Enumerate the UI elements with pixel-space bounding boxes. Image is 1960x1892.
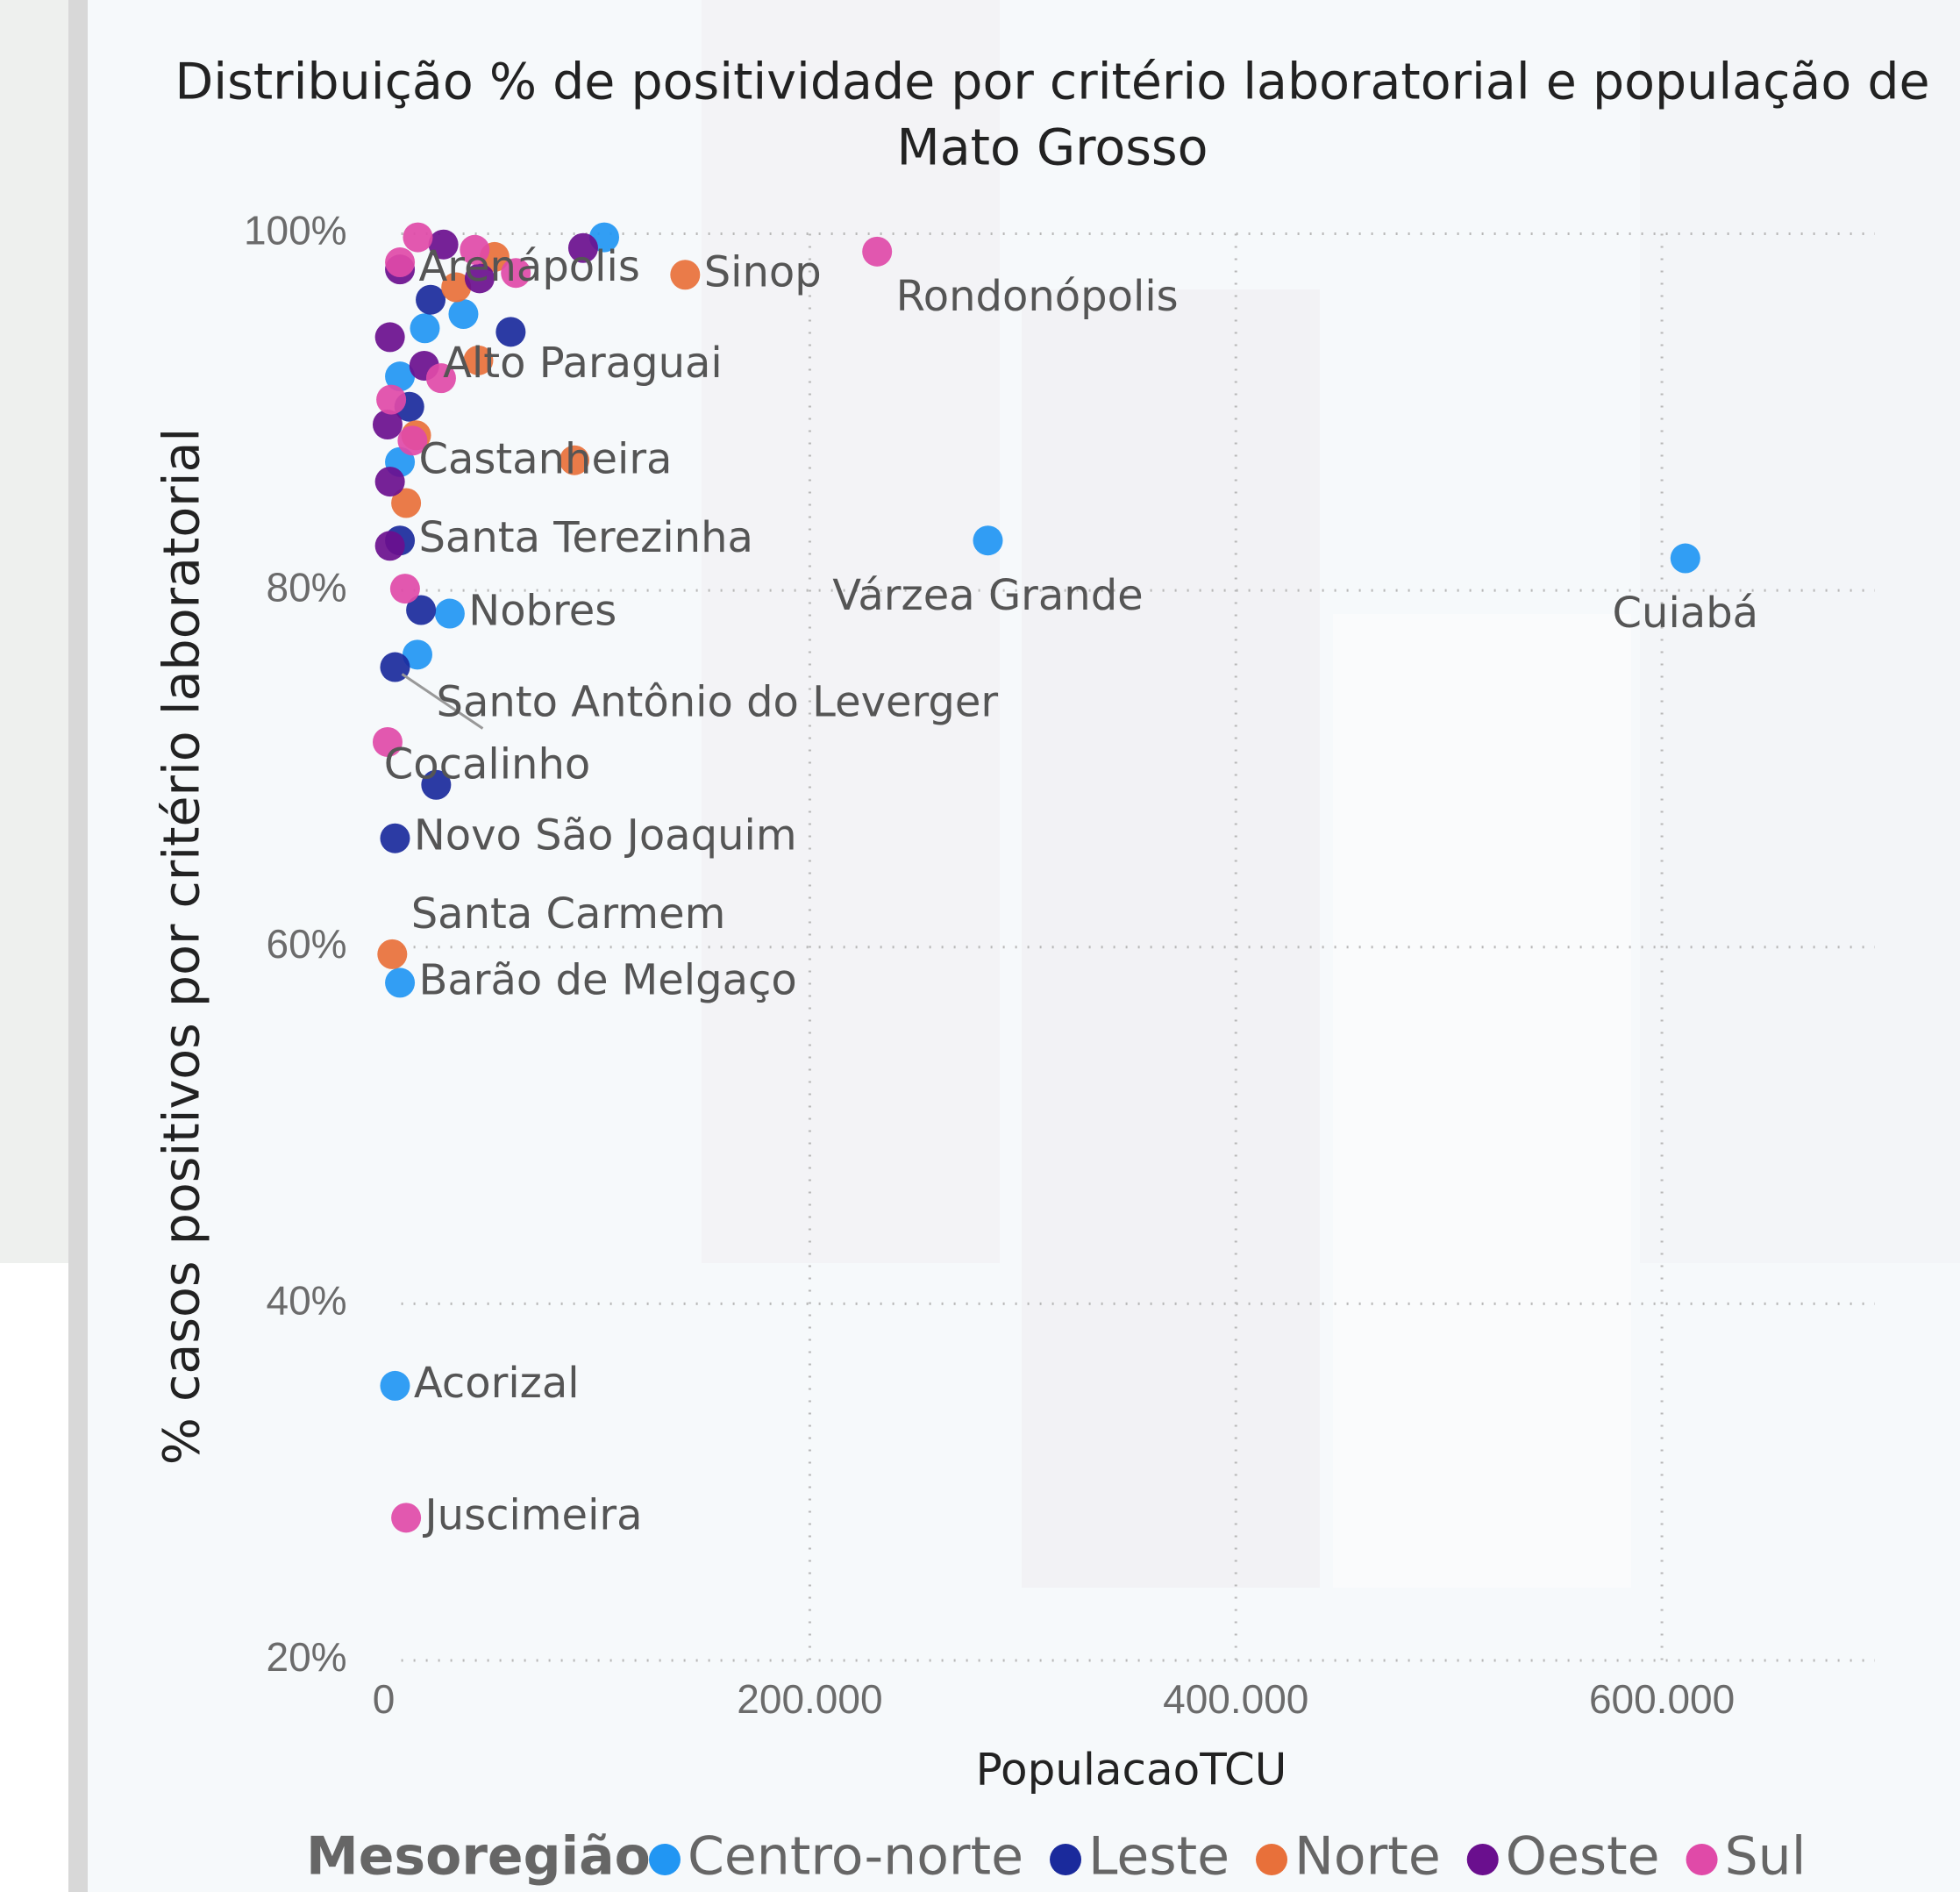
bg-block bbox=[1022, 289, 1320, 1588]
grid: 20% 40% 60% 80% 100% 0 200.000 400.000 600.000 bbox=[244, 208, 1875, 1722]
point bbox=[448, 298, 479, 329]
point bbox=[559, 445, 590, 475]
point-label: Cocalinho bbox=[384, 739, 591, 789]
point bbox=[434, 598, 465, 629]
legend-title: Mesoregião bbox=[306, 1826, 651, 1888]
x-tick-label: 600.000 bbox=[1589, 1676, 1735, 1722]
y-tick-label: 40% bbox=[267, 1278, 347, 1324]
y-tick-label: 20% bbox=[267, 1634, 347, 1680]
panel-shadow bbox=[68, 0, 88, 1892]
point bbox=[495, 317, 526, 347]
legend-label: Centro-norte bbox=[688, 1826, 1023, 1888]
point bbox=[421, 769, 452, 800]
point bbox=[425, 363, 456, 394]
marks bbox=[372, 222, 1700, 1533]
point bbox=[377, 939, 408, 969]
point bbox=[403, 222, 433, 253]
point-label: Barão de Melgaço bbox=[418, 955, 796, 1004]
point bbox=[567, 232, 598, 263]
point bbox=[973, 525, 1003, 556]
point bbox=[391, 1503, 422, 1533]
legend-marker bbox=[1466, 1844, 1499, 1875]
point bbox=[464, 263, 495, 294]
point bbox=[372, 410, 403, 440]
point bbox=[374, 531, 405, 561]
y-tick-label: 60% bbox=[267, 921, 347, 967]
point bbox=[374, 322, 405, 353]
legend-marker bbox=[1686, 1844, 1718, 1875]
point bbox=[380, 1370, 410, 1401]
y-tick-label: 100% bbox=[244, 208, 347, 253]
x-tick-label: 400.000 bbox=[1163, 1676, 1308, 1722]
bg-block bbox=[702, 0, 1000, 1263]
chart-title: Mato Grosso bbox=[897, 119, 1208, 177]
point bbox=[385, 361, 416, 392]
x-tick-label: 200.000 bbox=[737, 1676, 882, 1722]
point bbox=[862, 236, 893, 267]
bg-block bbox=[1640, 0, 1960, 1263]
point-label: Juscimeira bbox=[422, 1490, 642, 1539]
point-label: Santa Terezinha bbox=[418, 513, 753, 562]
point bbox=[1670, 543, 1700, 574]
point bbox=[416, 284, 446, 315]
point bbox=[428, 229, 459, 260]
legend: Centro-norte Leste Norte Oeste Sul bbox=[649, 1826, 1806, 1888]
point-label: Santo Antônio do Leverger bbox=[437, 677, 999, 726]
legend-marker bbox=[1256, 1844, 1288, 1875]
point-label: Cuiabá bbox=[1613, 589, 1759, 638]
point-label: Várzea Grande bbox=[832, 571, 1143, 620]
map-edge bbox=[0, 0, 68, 1263]
point bbox=[397, 425, 428, 456]
point-label: Sinop bbox=[704, 247, 822, 296]
legend-marker bbox=[1050, 1844, 1082, 1875]
point bbox=[374, 467, 405, 497]
legend-marker bbox=[649, 1844, 681, 1875]
point bbox=[463, 345, 494, 375]
point bbox=[385, 967, 416, 998]
bg-block bbox=[1333, 614, 1631, 1588]
legend-label: Sul bbox=[1725, 1826, 1807, 1888]
point bbox=[410, 313, 440, 344]
point bbox=[441, 272, 472, 303]
point-label: Novo São Joaquim bbox=[414, 811, 797, 860]
point bbox=[380, 823, 410, 853]
point-labels: Cuiabá Várzea Grande Castanheira Nobres Barã… bbox=[384, 242, 1758, 1539]
y-axis-label: % casos positivos por critério laborator… bbox=[153, 428, 211, 1465]
point bbox=[406, 595, 437, 625]
point-label: Alto Paraguai bbox=[443, 339, 723, 388]
point bbox=[391, 488, 422, 518]
legend-label: Leste bbox=[1088, 1826, 1229, 1888]
y-tick-label: 80% bbox=[267, 564, 347, 610]
point bbox=[670, 260, 701, 290]
point bbox=[402, 639, 432, 670]
point bbox=[389, 574, 420, 604]
legend-label: Norte bbox=[1294, 1826, 1441, 1888]
x-axis-label: PopulacaoTCU bbox=[976, 1745, 1287, 1796]
point-label: Santa Carmem bbox=[411, 889, 726, 939]
leader-line bbox=[401, 673, 484, 730]
legend-label: Oeste bbox=[1506, 1826, 1660, 1888]
x-tick-label: 0 bbox=[373, 1676, 396, 1722]
point bbox=[372, 726, 403, 757]
point bbox=[385, 247, 416, 278]
point-label: Rondonópolis bbox=[896, 272, 1179, 321]
point-label: Arenápolis bbox=[418, 242, 639, 291]
point-label: Nobres bbox=[468, 587, 617, 636]
point-label: Acorizal bbox=[414, 1359, 580, 1408]
point bbox=[460, 234, 490, 265]
chart-title: Distribuição % de positividade por crité… bbox=[175, 54, 1929, 111]
point-label: Castanheira bbox=[418, 435, 672, 484]
point bbox=[376, 384, 407, 415]
point bbox=[501, 258, 531, 289]
